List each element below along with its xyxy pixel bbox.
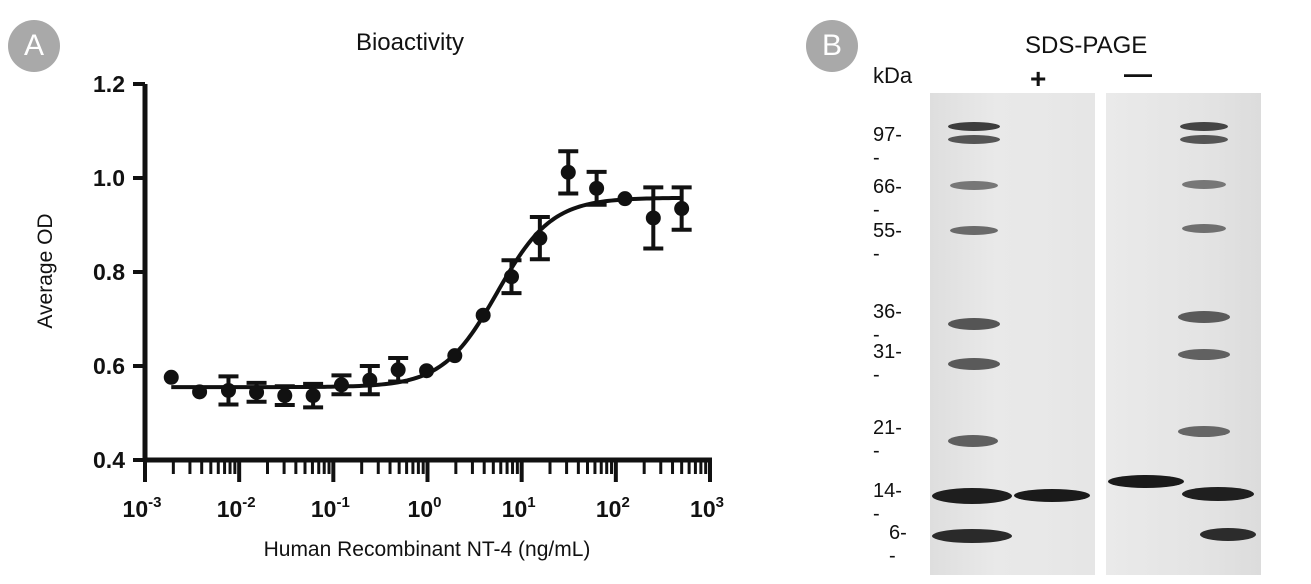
- x-tick-label: 100: [408, 494, 442, 522]
- kda-label: kDa: [873, 63, 913, 88]
- data-point: [617, 191, 633, 207]
- ladder-band: [1182, 487, 1254, 501]
- mw-marker-66: 66--: [873, 176, 902, 221]
- data-point: [220, 382, 236, 398]
- chart-plot-area: 0.4 0.6 0.8 1.0 1.2 10-3 10-2 10-1 100 101 102 103: [93, 71, 724, 522]
- data-point: [192, 384, 208, 400]
- data-point: [305, 388, 321, 404]
- ladder-band: [1180, 122, 1228, 131]
- gel-image-left: [930, 93, 1095, 575]
- mw-marker-21: 21--: [873, 417, 902, 462]
- ladder-band: [948, 318, 1000, 330]
- lane-plus-label: +: [1030, 63, 1047, 94]
- data-point: [447, 348, 463, 364]
- panel-a-badge: A: [8, 20, 60, 72]
- gel-image-right: [1106, 93, 1261, 575]
- data-point: [532, 230, 548, 246]
- chart-x-axis-label: Human Recombinant NT-4 (ng/mL): [264, 538, 591, 561]
- y-tick-label: 1.2: [93, 71, 125, 97]
- ladder-band: [1180, 135, 1228, 144]
- data-point: [674, 201, 690, 217]
- x-tick-label: 10-2: [217, 494, 256, 522]
- x-tick-label: 10-3: [123, 494, 162, 522]
- data-point: [475, 307, 491, 323]
- ladder-band: [1178, 349, 1230, 360]
- mw-marker-14: 14--: [873, 480, 902, 525]
- data-point: [504, 269, 520, 285]
- lane-minus-label: —: [1124, 58, 1152, 89]
- data-point: [645, 210, 661, 226]
- ladder-band: [1182, 180, 1226, 189]
- x-tick-label: 10-1: [311, 494, 350, 522]
- x-tick-label: 103: [690, 494, 724, 522]
- ladder-band: [1178, 311, 1230, 323]
- data-point: [333, 377, 349, 393]
- data-point: [249, 384, 265, 400]
- ladder-band: [948, 122, 1000, 131]
- ladder-band: [950, 226, 998, 235]
- ladder-band: [1200, 528, 1256, 541]
- y-tick-label: 1.0: [93, 165, 125, 191]
- data-point: [163, 369, 179, 385]
- mw-marker-97: 97--: [873, 124, 902, 169]
- ladder-band: [948, 135, 1000, 144]
- mw-marker-36: 36--: [873, 301, 902, 346]
- ladder-band: [932, 529, 1012, 543]
- ladder-band: [1178, 426, 1230, 437]
- mw-marker-31: 31--: [873, 341, 902, 386]
- x-tick-label: 101: [502, 494, 536, 522]
- y-tick-label: 0.4: [93, 447, 125, 473]
- ladder-band: [1182, 224, 1226, 233]
- chart-y-axis-label: Average OD: [34, 213, 57, 328]
- panel-b-badge: B: [806, 20, 858, 72]
- y-tick-label: 0.8: [93, 259, 125, 285]
- mw-marker-6: 6--: [889, 522, 907, 567]
- mw-marker-55: 55--: [873, 220, 902, 265]
- data-point: [589, 180, 605, 196]
- data-point: [560, 164, 576, 180]
- sample-band-nonreduced: [1108, 475, 1184, 488]
- ladder-band: [948, 358, 1000, 370]
- bioactivity-chart: Bioactivity Average OD Human Recombinant…: [34, 29, 724, 561]
- ladder-band: [932, 488, 1012, 504]
- y-tick-label: 0.6: [93, 353, 125, 379]
- ladder-band: [948, 435, 998, 447]
- chart-title: Bioactivity: [356, 29, 464, 56]
- x-tick-label: 102: [596, 494, 630, 522]
- fit-curve: [171, 195, 682, 390]
- sample-band-reduced: [1014, 489, 1090, 502]
- gel-title: SDS-PAGE: [1025, 32, 1148, 59]
- data-point: [419, 363, 435, 379]
- data-point: [277, 388, 293, 404]
- data-point: [390, 362, 406, 378]
- ladder-band: [950, 181, 998, 190]
- data-point: [362, 372, 378, 388]
